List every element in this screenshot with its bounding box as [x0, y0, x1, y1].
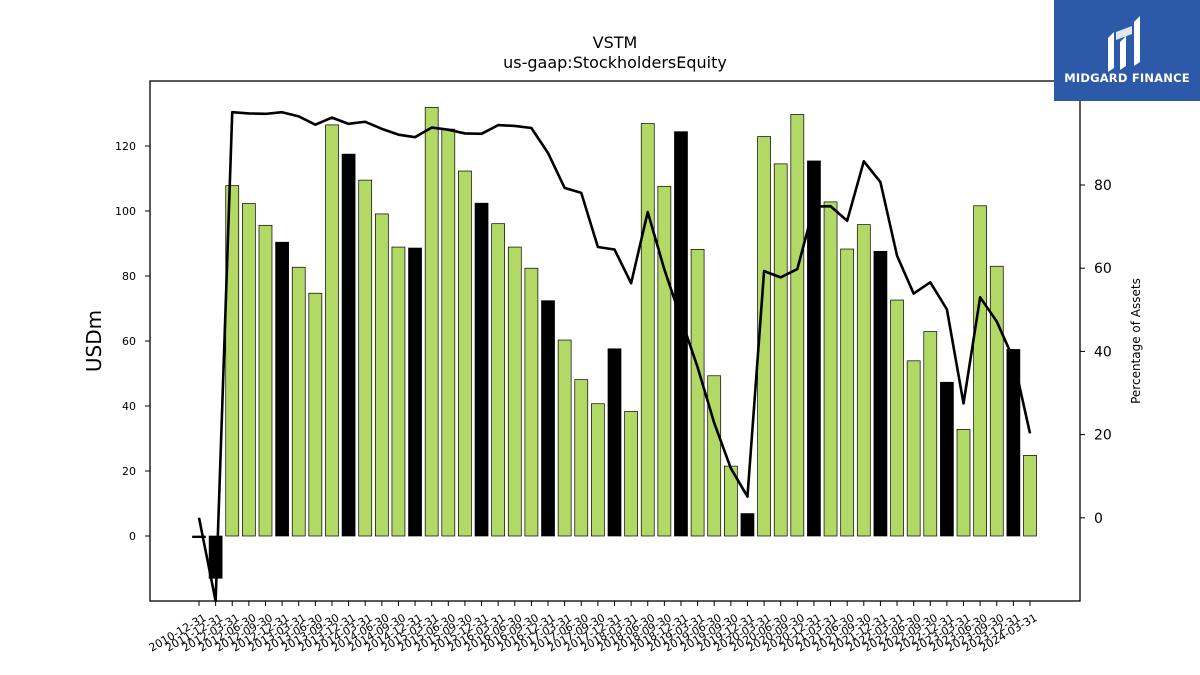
logo-text: MIDGARD FINANCE: [1064, 71, 1190, 85]
bar-2014-12-31: [408, 247, 422, 537]
bar-2020-03-31: [757, 136, 771, 537]
bar-2019-06-30: [707, 375, 722, 537]
bar-2014-03-31: [358, 179, 373, 537]
bar-2020-06-30: [773, 163, 788, 537]
bar-2014-06-30: [374, 213, 389, 537]
y2-tick-label: 80: [1094, 178, 1112, 194]
y2-tick-label: 0: [1094, 511, 1103, 527]
bar-2021-09-30: [856, 224, 871, 537]
bar-2020-09-30: [790, 114, 805, 537]
midgard-finance-logo: MIDGARD FINANCE: [1054, 0, 1200, 101]
chart-subtitle: us-gaap:StockholdersEquity: [503, 53, 727, 72]
bar-2018-03-31: [624, 411, 638, 537]
bar-2013-09-30: [325, 124, 339, 537]
y-tick-label: 80: [122, 270, 136, 283]
bar-2017-03-31: [557, 339, 572, 537]
bar-2022-12-31: [940, 381, 954, 537]
y-tick-label: 0: [129, 530, 136, 543]
x-axis: 2010-12-312011-12-312012-03-312012-06-30…: [147, 601, 1040, 654]
y2-axis-label: Percentage of Assets: [1129, 278, 1143, 404]
bar-2015-03-31: [424, 106, 439, 537]
bar-2013-12-31: [341, 153, 356, 537]
bar-2024-03-31: [1023, 455, 1037, 537]
bar-2013-06-30: [308, 292, 323, 537]
bar-2017-12-31: [607, 348, 622, 537]
bar-2012-03-31: [225, 185, 240, 537]
midgard-logo-icon: [1108, 16, 1140, 72]
y-tick-label: 20: [122, 465, 136, 478]
y-tick-label: 60: [122, 335, 136, 348]
percentage-of-assets-line: [197, 110, 1032, 603]
y2-tick-label: 40: [1094, 344, 1112, 360]
y-tick-label: 40: [122, 400, 136, 413]
bar-2022-09-30: [923, 331, 938, 537]
bar-2010-12-31: [192, 535, 206, 538]
bar-2022-03-31: [890, 299, 904, 537]
bar-2017-06-30: [574, 379, 589, 537]
bar-2012-06-30: [242, 203, 256, 537]
bar-2014-09-30: [391, 246, 406, 537]
y2-tick-label: 60: [1094, 261, 1112, 277]
bar-2015-09-30: [458, 170, 472, 537]
chart-title: VSTM: [593, 33, 638, 52]
bar-2018-09-30: [657, 185, 672, 537]
bar-2017-09-30: [591, 403, 605, 537]
bar-2021-03-31: [823, 201, 838, 537]
bar-2022-06-30: [906, 360, 921, 537]
bar-2023-12-31: [1006, 349, 1021, 537]
bar-2016-06-30: [507, 246, 522, 537]
bar-2019-12-31: [740, 513, 755, 537]
bar-2012-12-31: [275, 241, 289, 537]
y-axis-left: 0 20 40 60 80 100 120: [115, 140, 150, 543]
bar-2023-03-31: [956, 429, 971, 537]
bar-2020-12-31: [807, 160, 821, 537]
bar-2016-03-31: [491, 223, 506, 537]
bar-2019-03-31: [690, 249, 705, 537]
bar-2016-12-31: [541, 300, 555, 537]
y2-tick-label: 20: [1094, 428, 1112, 444]
bar-2021-12-31: [873, 250, 888, 537]
bar-2012-09-30: [258, 224, 273, 537]
bar-series: [192, 106, 1037, 579]
y-axis-label: USDm: [82, 310, 106, 372]
bar-2015-06-30: [441, 128, 456, 537]
line-series: [197, 110, 1032, 603]
y-tick-label: 120: [115, 140, 136, 153]
bar-2023-06-30: [973, 205, 987, 537]
bar-2015-12-31: [474, 202, 489, 537]
bar-2021-06-30: [840, 248, 855, 537]
y-tick-label: 100: [115, 205, 136, 218]
y-axis-right: 0 20 40 60 80: [1080, 178, 1112, 527]
bar-2013-03-31: [291, 266, 306, 537]
bar-2023-09-30: [989, 265, 1004, 537]
bar-2018-06-30: [640, 123, 655, 537]
bar-2016-09-30: [524, 267, 539, 537]
